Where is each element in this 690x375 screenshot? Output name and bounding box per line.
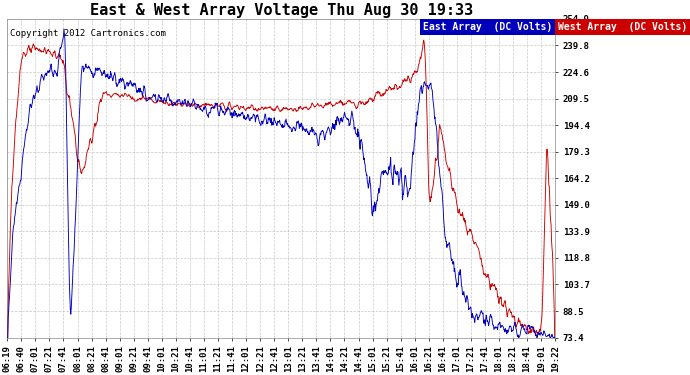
Text: West Array  (DC Volts): West Array (DC Volts) <box>558 22 687 32</box>
Title: East & West Array Voltage Thu Aug 30 19:33: East & West Array Voltage Thu Aug 30 19:… <box>90 3 473 18</box>
Text: Copyright 2012 Cartronics.com: Copyright 2012 Cartronics.com <box>10 28 166 38</box>
Text: East Array  (DC Volts): East Array (DC Volts) <box>423 22 553 32</box>
